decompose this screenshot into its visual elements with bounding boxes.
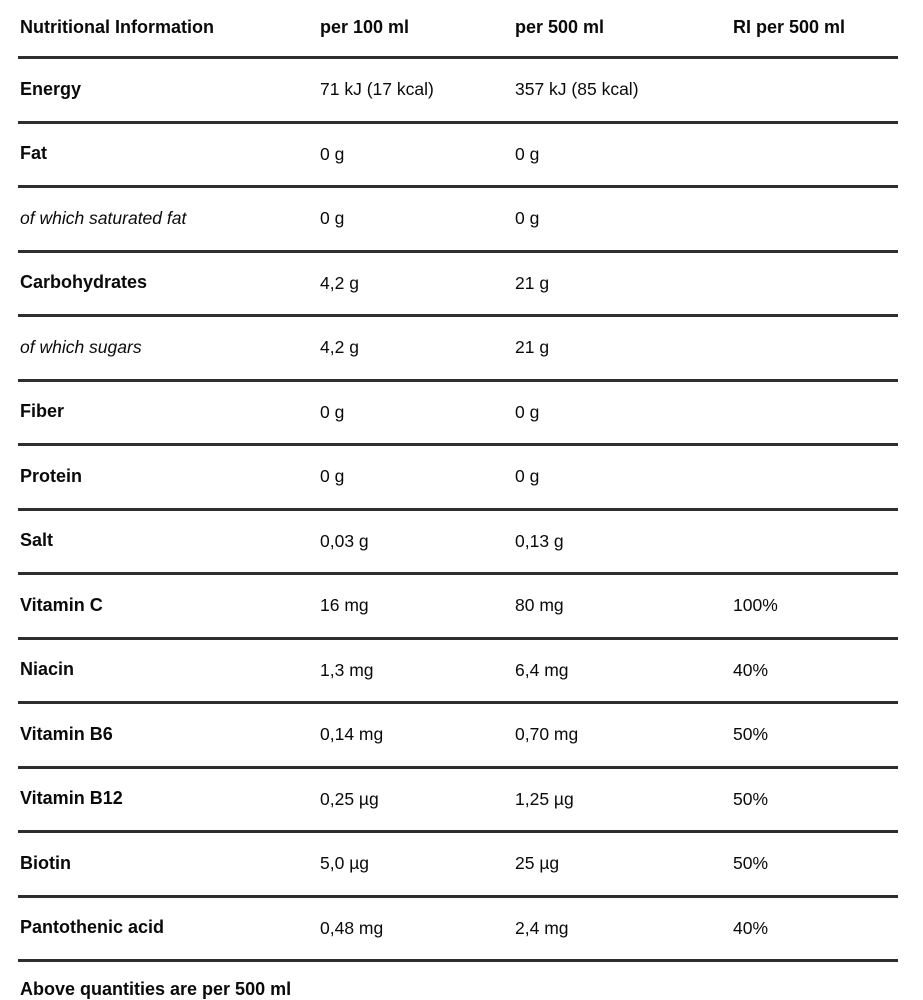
value-per-100ml: 4,2 g (320, 337, 359, 358)
value-per-500ml: 21 g (515, 337, 550, 358)
value-per-500ml: 357 kJ (85 kcal) (515, 79, 639, 100)
value-per-100ml: 0,25 µg (320, 788, 379, 809)
row-label: Pantothenic acid (20, 917, 165, 938)
value-per-500ml: 0,70 mg (515, 724, 579, 745)
table-body: Energy 71 kJ (17 kcal) 357 kJ (85 kcal) Fat… (18, 59, 898, 962)
value-per-100ml: 4,2 g (320, 272, 359, 293)
value-per-500ml: 6,4 mg (515, 659, 569, 680)
row-label: Energy (20, 78, 82, 99)
value-ri-per-500ml: 40% (733, 659, 769, 680)
row-label: Vitamin C (20, 594, 103, 615)
row-label: Vitamin B12 (20, 788, 123, 809)
row-label: of which sugars (20, 337, 142, 358)
value-per-100ml: 5,0 µg (320, 853, 370, 874)
value-ri-per-500ml: 50% (733, 853, 769, 874)
table-row: of which saturated fat 0 g 0 g (18, 188, 898, 253)
value-per-500ml: 1,25 µg (515, 788, 574, 809)
row-label: Protein (20, 465, 83, 486)
value-per-100ml: 0 g (320, 466, 345, 487)
column-header-per-100ml: per 100 ml (320, 17, 410, 38)
column-header-ri-per-500ml: RI per 500 ml (733, 17, 846, 38)
table-row: Biotin 5,0 µg 25 µg 50% (18, 833, 898, 898)
row-label: Salt (20, 530, 54, 551)
table-row: Fiber 0 g 0 g (18, 382, 898, 446)
value-per-500ml: 0 g (515, 466, 540, 487)
value-ri-per-500ml: 40% (733, 917, 769, 938)
row-label: Fat (20, 143, 47, 164)
nutrition-table: Nutritional Information per 100 ml per 5… (18, 0, 898, 1000)
value-ri-per-500ml: 100% (733, 595, 778, 616)
table-header-row: Nutritional Information per 100 ml per 5… (18, 0, 898, 59)
value-per-100ml: 0,48 mg (320, 917, 384, 938)
table-row: of which sugars 4,2 g 21 g (18, 317, 898, 382)
value-per-500ml: 0 g (515, 143, 540, 164)
table-row: Salt 0,03 g 0,13 g (18, 511, 898, 575)
value-per-100ml: 0 g (320, 208, 345, 229)
column-header-per-500ml: per 500 ml (515, 17, 605, 38)
row-label: Niacin (20, 659, 75, 680)
row-label: Biotin (20, 852, 71, 873)
table-row: Vitamin B12 0,25 µg 1,25 µg 50% (18, 769, 898, 833)
value-per-500ml: 80 mg (515, 595, 564, 616)
table-row: Carbohydrates 4,2 g 21 g (18, 253, 898, 317)
value-per-500ml: 0 g (515, 208, 540, 229)
row-label: Fiber (20, 401, 65, 422)
value-per-500ml: 2,4 mg (515, 917, 569, 938)
value-per-500ml: 0 g (515, 401, 540, 422)
value-per-100ml: 0 g (320, 143, 345, 164)
table-row: Fat 0 g 0 g (18, 124, 898, 188)
value-per-100ml: 1,3 mg (320, 659, 374, 680)
table-row: Vitamin C 16 mg 80 mg 100% (18, 575, 898, 640)
value-ri-per-500ml: 50% (733, 724, 769, 745)
value-per-100ml: 71 kJ (17 kcal) (320, 79, 434, 100)
value-per-100ml: 0,03 g (320, 530, 369, 551)
value-per-500ml: 0,13 g (515, 530, 564, 551)
column-header-nutritional-information: Nutritional Information (20, 17, 214, 38)
row-label: Carbohydrates (20, 272, 148, 293)
table-row: Niacin 1,3 mg 6,4 mg 40% (18, 640, 898, 704)
value-per-100ml: 0 g (320, 401, 345, 422)
value-per-100ml: 16 mg (320, 595, 369, 616)
value-ri-per-500ml: 50% (733, 788, 769, 809)
table-row: Energy 71 kJ (17 kcal) 357 kJ (85 kcal) (18, 59, 898, 124)
table-row: Vitamin B6 0,14 mg 0,70 mg 50% (18, 704, 898, 769)
footer-note: Above quantities are per 500 ml (20, 979, 292, 999)
row-label: of which saturated fat (20, 208, 187, 229)
value-per-100ml: 0,14 mg (320, 724, 384, 745)
value-per-500ml: 21 g (515, 272, 550, 293)
table-row: Protein 0 g 0 g (18, 446, 898, 511)
value-per-500ml: 25 µg (515, 853, 560, 874)
row-label: Vitamin B6 (20, 723, 113, 744)
table-row: Pantothenic acid 0,48 mg 2,4 mg 40% (18, 898, 898, 962)
